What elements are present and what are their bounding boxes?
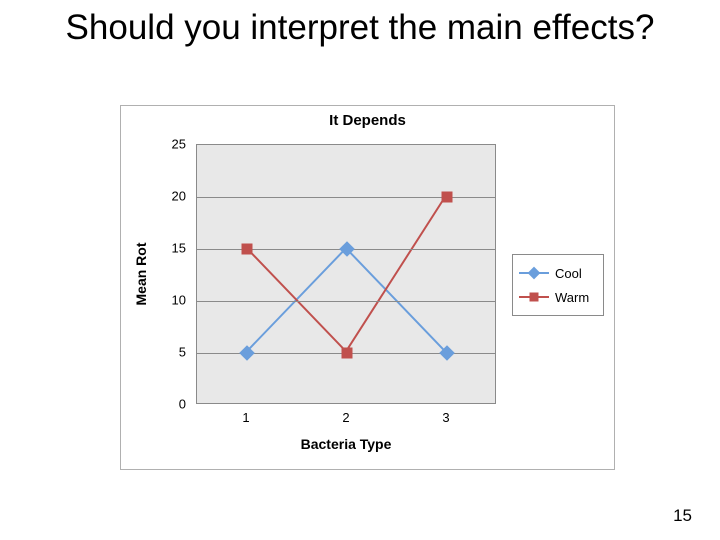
plot-wrap: 0510152025123 [196, 144, 496, 404]
y-tick-label: 0 [146, 397, 186, 412]
y-tick-label: 20 [146, 189, 186, 204]
legend-row-warm: Warm [519, 285, 597, 309]
x-tick-label: 1 [242, 410, 249, 425]
plot-area [196, 144, 496, 404]
x-axis-title: Bacteria Type [301, 436, 392, 452]
series-line-cool [247, 248, 445, 351]
line-layer [197, 145, 495, 403]
y-tick-label: 25 [146, 137, 186, 152]
legend: Cool Warm [512, 254, 604, 316]
x-tick-label: 3 [442, 410, 449, 425]
legend-row-cool: Cool [519, 261, 597, 285]
y-tick-label: 5 [146, 345, 186, 360]
y-tick-label: 10 [146, 293, 186, 308]
y-tick-label: 15 [146, 241, 186, 256]
chart-title: It Depends [121, 112, 614, 129]
page-number: 15 [673, 506, 692, 526]
series-line-warm [247, 197, 445, 352]
chart-container: It Depends Mean Rot Bacteria Type 051015… [120, 105, 615, 470]
legend-label-warm: Warm [555, 290, 589, 305]
square-marker-icon [342, 348, 353, 359]
legend-swatch-cool [519, 266, 549, 280]
slide-title: Should you interpret the main effects? [0, 0, 720, 48]
square-marker-icon [242, 244, 253, 255]
slide: Should you interpret the main effects? I… [0, 0, 720, 540]
gridline [197, 301, 495, 302]
legend-label-cool: Cool [555, 266, 582, 281]
legend-swatch-warm [519, 290, 549, 304]
x-tick-label: 2 [342, 410, 349, 425]
square-marker-icon [442, 192, 453, 203]
